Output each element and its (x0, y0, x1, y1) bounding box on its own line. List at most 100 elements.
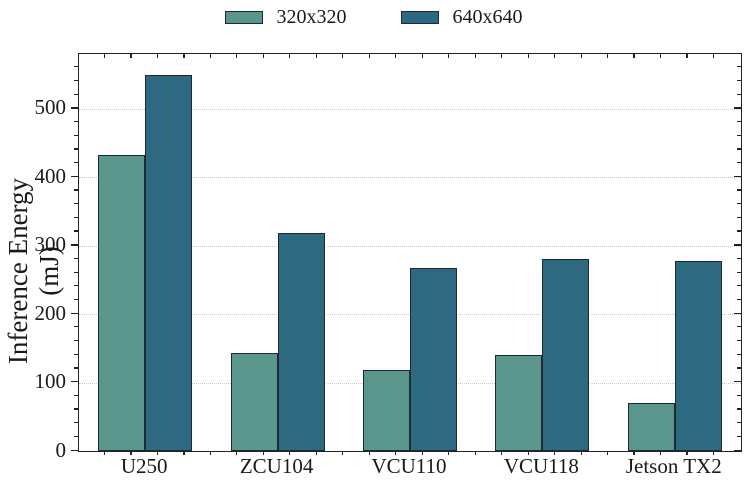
x-tick-label-ZCU104: ZCU104 (239, 454, 314, 478)
y-minor-tick-right (737, 120, 741, 123)
x-minor-tick-top (527, 54, 529, 59)
y-minor-tick-right (737, 394, 741, 396)
x-minor-tick-bottom (368, 451, 370, 456)
x-minor-tick-top (103, 54, 106, 59)
x-minor-tick-bottom (262, 451, 264, 456)
legend-entry-640x640: 640x640 (400, 6, 523, 29)
legend-label-320x320: 320x320 (276, 6, 347, 28)
x-minor-tick-top (712, 54, 715, 59)
y-major-tick-right (734, 175, 741, 178)
x-minor-tick-top (342, 54, 344, 59)
x-minor-tick-top (130, 54, 132, 59)
x-minor-tick-bottom (448, 451, 450, 456)
x-minor-tick-top (315, 54, 317, 59)
y-minor-tick-right (737, 298, 741, 301)
y-minor-tick-right (737, 422, 741, 424)
y-tick-label-500: 500 (34, 95, 67, 120)
x-tick-label-Jetson-TX2: Jetson TX2 (625, 454, 722, 478)
y-minor-tick-right (737, 216, 741, 218)
x-minor-tick-top (501, 54, 503, 59)
y-minor-tick-right (737, 230, 741, 232)
y-minor-tick-left (74, 408, 78, 410)
y-minor-tick-left (74, 189, 78, 191)
y-minor-tick-right (737, 408, 741, 410)
legend-swatch-640x640 (400, 11, 439, 24)
x-minor-tick-top (686, 54, 688, 59)
bar-320x320-VCU110 (363, 370, 410, 451)
x-minor-tick-bottom (659, 451, 662, 456)
x-minor-tick-bottom (103, 451, 106, 456)
y-major-tick-right (734, 312, 741, 314)
bar-320x320-ZCU104 (230, 353, 278, 451)
x-minor-tick-bottom (315, 451, 317, 456)
y-minor-tick-right (737, 271, 741, 273)
y-minor-tick-left (74, 203, 78, 205)
y-minor-tick-left (74, 93, 78, 95)
x-minor-tick-top (474, 54, 476, 59)
y-minor-tick-right (737, 93, 741, 95)
x-minor-tick-bottom (421, 451, 423, 456)
x-minor-tick-top (183, 54, 185, 59)
y-tick-label-400: 400 (34, 163, 67, 188)
y-minor-tick-left (74, 66, 78, 68)
y-minor-tick-right (737, 66, 741, 68)
x-minor-tick-bottom (527, 451, 529, 456)
x-minor-tick-top (421, 54, 423, 59)
y-minor-tick-right (737, 367, 741, 369)
y-major-tick-right (734, 244, 741, 246)
y-major-tick-left (71, 244, 78, 246)
x-minor-tick-bottom (395, 451, 397, 456)
x-minor-tick-bottom (580, 451, 582, 456)
x-minor-tick-bottom (209, 451, 211, 456)
y-minor-tick-right (737, 326, 741, 328)
legend-entry-320x320: 320x320 (224, 6, 347, 29)
y-tick-label-300: 300 (34, 232, 67, 257)
x-minor-tick-top (554, 54, 556, 59)
y-minor-tick-left (74, 79, 78, 82)
x-minor-tick-top (448, 54, 450, 59)
y-minor-tick-left (74, 216, 78, 218)
bar-640x640-Jetson-TX2 (674, 261, 722, 451)
x-minor-tick-bottom (342, 451, 344, 456)
y-minor-tick-right (737, 148, 741, 150)
x-minor-tick-bottom (686, 451, 688, 456)
bar-320x320-U250 (98, 155, 146, 451)
bar-640x640-VCU110 (410, 268, 457, 451)
x-minor-tick-top (580, 54, 582, 59)
y-minor-tick-right (737, 203, 741, 205)
x-tick-label-VCU118: VCU118 (503, 454, 579, 478)
x-minor-tick-top (659, 54, 662, 59)
x-minor-tick-top (633, 54, 635, 59)
y-major-tick-right (734, 449, 741, 451)
y-minor-tick-left (74, 435, 78, 437)
y-minor-tick-left (74, 148, 78, 150)
y-minor-tick-left (74, 271, 78, 273)
bar-640x640-VCU118 (542, 259, 590, 451)
x-minor-tick-bottom (712, 451, 715, 456)
x-minor-tick-bottom (236, 451, 238, 456)
x-minor-tick-bottom (554, 451, 556, 456)
legend-label-640x640: 640x640 (452, 6, 523, 28)
x-tick-label-VCU110: VCU110 (371, 454, 447, 478)
x-minor-tick-bottom (501, 451, 503, 456)
bar-640x640-U250 (145, 74, 193, 451)
x-minor-tick-bottom (289, 451, 291, 456)
y-tick-label-100: 100 (34, 369, 67, 394)
x-minor-tick-bottom (607, 451, 609, 456)
y-minor-tick-left (74, 120, 78, 123)
x-minor-tick-bottom (130, 451, 132, 456)
y-tick-label-200: 200 (34, 300, 67, 325)
y-minor-tick-left (74, 134, 78, 136)
x-tick-label-U250: U250 (120, 454, 168, 478)
y-minor-tick-right (737, 353, 741, 355)
y-minor-tick-left (74, 326, 78, 328)
x-minor-tick-bottom (183, 451, 185, 456)
gridline-y-500 (79, 108, 741, 110)
x-minor-tick-bottom (156, 451, 159, 456)
x-minor-tick-top (395, 54, 397, 59)
y-major-tick-left (71, 381, 78, 383)
x-minor-tick-top (607, 54, 609, 59)
y-minor-tick-left (74, 230, 78, 232)
y-minor-tick-right (737, 257, 741, 260)
